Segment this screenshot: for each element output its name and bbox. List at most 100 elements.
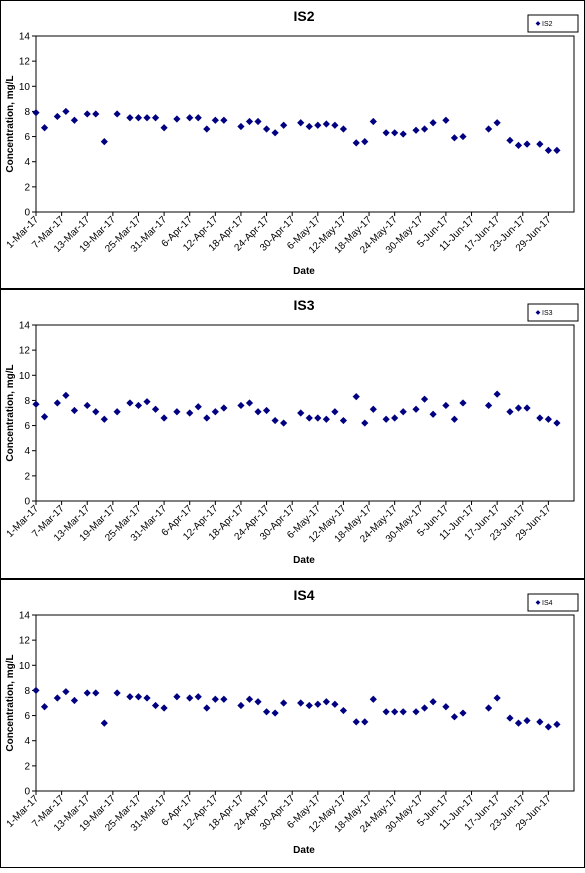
data-point — [194, 693, 202, 701]
data-point — [53, 694, 61, 702]
data-point — [361, 419, 369, 427]
data-point — [173, 693, 181, 701]
data-point — [506, 714, 514, 722]
data-point — [429, 698, 437, 706]
data-point — [151, 405, 160, 413]
legend — [527, 14, 579, 33]
data-point — [186, 114, 194, 122]
data-point — [134, 114, 143, 122]
data-point — [553, 720, 561, 728]
data-point — [262, 708, 271, 716]
data-point — [352, 139, 360, 147]
legend-label: IS3 — [542, 310, 553, 317]
data-point — [134, 693, 143, 701]
data-point — [32, 109, 40, 117]
data-point — [382, 129, 390, 137]
data-point — [331, 700, 339, 708]
data-point — [459, 132, 467, 141]
data-point — [523, 404, 531, 412]
data-point — [305, 701, 313, 710]
data-point — [271, 129, 279, 137]
data-point — [412, 708, 420, 716]
data-point — [361, 138, 369, 146]
x-axis-label: Date — [293, 845, 315, 856]
data-point — [339, 706, 348, 715]
plot-area — [35, 324, 575, 502]
data-point — [92, 689, 100, 697]
data-point — [92, 110, 100, 118]
data-point — [553, 146, 561, 154]
data-point — [382, 708, 390, 716]
data-point — [485, 704, 493, 712]
data-point — [254, 117, 262, 126]
data-point — [62, 688, 70, 696]
data-point — [523, 717, 531, 725]
y-tick-label: 14 — [19, 611, 31, 622]
data-point — [399, 130, 407, 138]
data-point — [459, 709, 467, 717]
data-point — [297, 119, 305, 127]
data-point — [186, 694, 194, 702]
data-point — [143, 398, 151, 406]
data-point — [83, 110, 91, 118]
data-point — [280, 699, 288, 707]
data-point — [369, 117, 377, 126]
y-tick-label: 6 — [24, 132, 30, 143]
data-point — [369, 695, 377, 703]
y-axis-label: Concentration, mg/L — [5, 364, 16, 461]
data-point — [126, 399, 134, 407]
data-point — [113, 408, 121, 416]
data-point — [493, 390, 501, 398]
data-point — [322, 120, 330, 128]
data-point — [134, 401, 143, 410]
data-point — [544, 146, 552, 154]
data-point — [339, 416, 348, 425]
data-point — [514, 141, 523, 149]
data-point — [493, 119, 501, 127]
data-point — [314, 414, 322, 422]
data-point — [143, 694, 151, 702]
data-point — [254, 698, 262, 706]
data-point — [62, 391, 70, 399]
y-axis-label: Concentration, mg/L — [5, 654, 16, 751]
data-point — [280, 419, 288, 427]
data-point — [391, 708, 399, 716]
data-point — [399, 408, 407, 416]
data-point — [83, 689, 91, 697]
data-point — [151, 114, 160, 122]
data-point — [429, 119, 437, 127]
data-point — [305, 414, 313, 422]
legend-marker-diamond-icon — [535, 21, 541, 26]
data-point — [506, 408, 514, 416]
data-point — [83, 401, 91, 410]
data-point — [314, 121, 322, 129]
chart-title: IS4 — [293, 587, 314, 603]
legend-marker-diamond-icon — [535, 310, 541, 315]
data-point — [220, 404, 228, 412]
data-point — [186, 409, 194, 417]
data-point — [536, 414, 544, 422]
y-tick-label: 6 — [24, 421, 30, 432]
data-point — [194, 403, 202, 411]
data-point — [361, 718, 369, 726]
data-point — [70, 696, 79, 705]
data-point — [485, 125, 493, 133]
data-point — [399, 708, 407, 716]
y-tick-label: 0 — [24, 208, 30, 219]
data-point — [203, 125, 211, 133]
data-point — [245, 695, 254, 703]
data-point — [506, 136, 514, 144]
data-point — [211, 116, 219, 124]
data-point — [237, 701, 245, 710]
legend-label: IS4 — [542, 600, 553, 607]
y-tick-label: 8 — [24, 107, 30, 118]
data-point — [442, 703, 450, 711]
data-point — [113, 689, 121, 697]
data-point — [70, 116, 79, 124]
data-point — [391, 414, 399, 422]
data-point — [126, 114, 134, 122]
data-point — [420, 395, 429, 403]
data-point — [194, 114, 202, 122]
data-point — [297, 699, 305, 707]
legend — [527, 593, 579, 612]
